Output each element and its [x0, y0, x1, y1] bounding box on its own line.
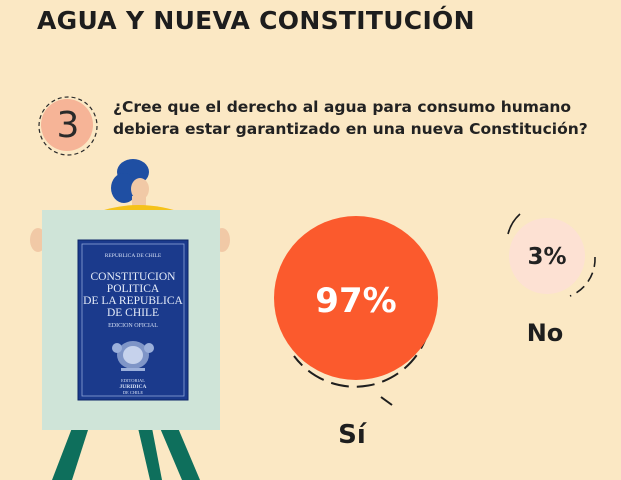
- question-number-circle: [41, 99, 93, 151]
- coat-of-arms-icon: [112, 341, 154, 371]
- question-number: 3: [56, 105, 80, 146]
- question-text: ¿Cree que el derecho al agua para consum…: [113, 96, 603, 140]
- book-edition-text: EDICION OFICIAL: [108, 323, 158, 329]
- category-yes-label: Sí: [338, 420, 368, 450]
- dashed-ring-icon: [38, 96, 98, 156]
- bubble-yes-value: 97%: [315, 281, 396, 321]
- book-publisher-3: DE CHILE: [123, 390, 144, 395]
- book-title-4: DE CHILE: [107, 307, 159, 319]
- book-title-2: POLITICA: [107, 283, 160, 295]
- yes-dashed-arc: [293, 331, 429, 388]
- category-no-label: No: [527, 319, 564, 347]
- book-title-3: DE LA REPUBLICA: [83, 295, 183, 307]
- question-number-badge: 3: [37, 95, 99, 157]
- no-dashed-arc: [569, 256, 596, 297]
- book-title-1: CONSTITUCION: [91, 271, 177, 283]
- page-title: AGUA Y NUEVA CONSTITUCIÓN: [37, 6, 475, 35]
- bubble-yes: [274, 216, 438, 380]
- book-publisher-1: EDITORIAL: [121, 378, 145, 383]
- question-line-2: debiera estar garantizado en una nueva C…: [113, 120, 588, 138]
- yes-arc-tick: [380, 396, 393, 406]
- book-publisher-2: JURIDICA: [120, 384, 147, 390]
- question-line-1: ¿Cree que el derecho al agua para consum…: [113, 98, 572, 116]
- book-top-text: REPUBLICA DE CHILE: [105, 253, 162, 259]
- bubble-no-value: 3%: [527, 244, 566, 270]
- bubble-no: [509, 218, 585, 294]
- no-arc-top: [507, 213, 521, 235]
